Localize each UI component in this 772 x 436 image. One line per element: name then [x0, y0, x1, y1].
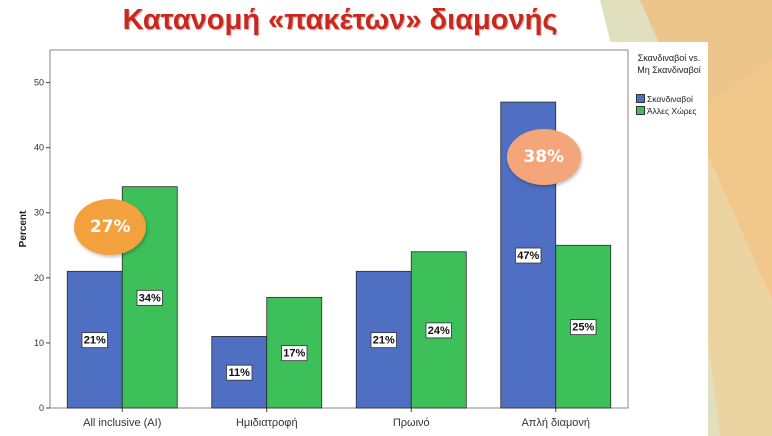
data-label: 24% — [428, 325, 450, 337]
data-label-box — [136, 289, 163, 306]
data-label-box — [226, 364, 253, 381]
data-label: 17% — [283, 348, 305, 360]
y-tick-label: 20 — [34, 273, 44, 283]
y-tick-label: 50 — [34, 78, 44, 88]
data-label-box — [570, 319, 597, 336]
y-tick-label: 30 — [34, 208, 44, 218]
data-label: 34% — [139, 292, 161, 304]
y-tick-label: 40 — [34, 143, 44, 153]
legend-label-scandinavians: Σκανδιναβοί — [647, 94, 693, 104]
x-tick-label: All inclusive (AI) — [83, 417, 161, 429]
bar — [410, 251, 467, 409]
data-label-box — [515, 247, 542, 264]
data-label: 21% — [373, 335, 395, 347]
legend-item-scandinavians: Σκανδιναβοί — [636, 94, 693, 104]
x-tick-label: Απλή διαμονή — [521, 417, 590, 429]
data-label-box — [281, 345, 308, 362]
slide-title: Κατανομή «πακέτων» διαμονής — [122, 4, 558, 36]
annotation-bubble-simple-stay: 38% — [506, 129, 581, 186]
legend-swatch-scandinavians — [636, 94, 645, 103]
legend-item-other-countries: Άλλες Χώρες — [636, 106, 696, 116]
data-label-box — [425, 322, 452, 339]
y-tick-label: 0 — [39, 403, 44, 413]
legend-swatch-other-countries — [636, 106, 645, 115]
legend-title: Σκανδιναβοί vs. Μη Σκανδιναβοί — [637, 53, 701, 75]
data-label-box — [81, 332, 108, 349]
y-tick-label: 10 — [34, 338, 44, 348]
data-label: 11% — [229, 367, 251, 379]
data-label-box — [370, 332, 397, 349]
legend-label-other-countries: Άλλες Χώρες — [647, 106, 697, 116]
bar-chart: 0 10 20 30 40 50 Percent All inclusive (AI) 21% 3… — [18, 49, 629, 429]
y-axis-label: Percent — [18, 210, 29, 247]
data-label: 25% — [572, 322, 594, 334]
data-label: 47% — [517, 250, 539, 262]
annotation-bubble-ai: 27% — [74, 199, 147, 256]
data-label: 21% — [84, 335, 106, 347]
x-tick-label: Ημιδιατροφή — [236, 417, 298, 429]
x-tick-label: Πρωινό — [393, 417, 430, 429]
